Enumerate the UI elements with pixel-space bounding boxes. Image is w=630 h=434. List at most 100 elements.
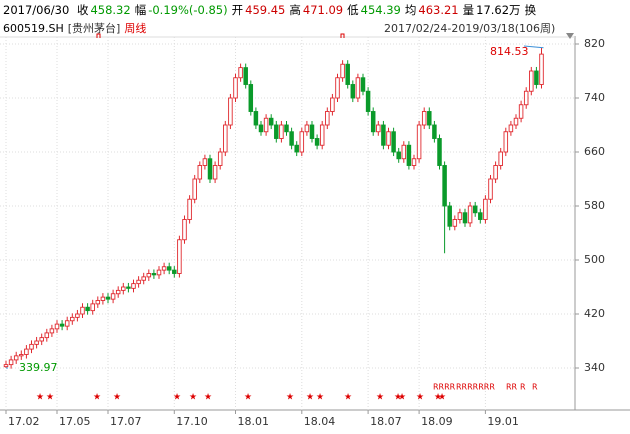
candle-body — [223, 124, 228, 153]
event-star: ★ — [36, 393, 44, 403]
candle-body — [115, 289, 121, 295]
candle-body — [294, 144, 299, 153]
candle-body — [314, 138, 320, 146]
candle-body — [523, 90, 529, 106]
candle-body — [391, 131, 396, 153]
candle-body — [325, 111, 330, 126]
y-tick-label: 500 — [584, 253, 605, 266]
annotation-arrow — [523, 45, 544, 49]
date-range: 2017/02/24-2019/03/18(106周) — [384, 22, 556, 35]
candle-body — [192, 178, 197, 200]
candle-body — [330, 97, 335, 112]
candle-body — [248, 84, 254, 112]
y-tick-label: 820 — [584, 37, 605, 50]
candle-body — [202, 158, 208, 166]
candle-body — [274, 124, 279, 139]
dropdown-icon[interactable] — [566, 33, 574, 39]
candle-body — [197, 165, 203, 180]
candle-body — [100, 296, 106, 301]
candle-body — [411, 158, 417, 166]
candle-body — [493, 165, 498, 180]
candle-body — [370, 111, 376, 133]
event-star: ★ — [173, 393, 181, 403]
candle-body — [146, 273, 152, 278]
quote-label: 高 — [289, 3, 301, 17]
candle-body — [335, 77, 340, 99]
candle-body — [263, 117, 269, 133]
event-star: ★ — [189, 393, 197, 403]
min-label: 339.97 — [19, 361, 58, 374]
candle-body — [478, 212, 483, 220]
r-mark: RRRRRRR — [456, 383, 495, 392]
candle-body — [238, 67, 243, 79]
candle-body — [24, 348, 29, 355]
candle-body — [151, 273, 157, 276]
event-star: ★ — [438, 393, 446, 403]
quote-value: 459.45 — [245, 3, 286, 17]
candle-body — [467, 205, 473, 224]
candle-body — [136, 279, 141, 285]
candle-body — [95, 300, 101, 305]
candle-body — [19, 354, 24, 357]
tick-marker — [96, 33, 101, 38]
event-star: ★ — [204, 393, 212, 403]
candle-body — [279, 124, 284, 139]
y-tick-label: 740 — [584, 91, 605, 104]
event-star: ★ — [344, 393, 352, 403]
event-star: ★ — [398, 393, 406, 403]
candle-body — [80, 306, 85, 315]
candle-body — [212, 165, 218, 180]
x-tick-label: 17.02 — [8, 415, 40, 428]
candle-body — [472, 205, 478, 214]
candle-body — [360, 77, 366, 92]
x-tick-label: 18.01 — [238, 415, 270, 428]
quote-value: 454.39 — [360, 3, 401, 17]
candle-body — [421, 111, 427, 126]
candle-body — [518, 104, 524, 119]
quote-label: 均 — [404, 3, 417, 17]
quote-label: 收 — [76, 3, 89, 17]
x-tick-label: 17.05 — [59, 415, 91, 428]
x-tick-label: 19.01 — [487, 415, 519, 428]
candle-body — [85, 306, 90, 312]
event-star: ★ — [394, 393, 402, 403]
max-label: 814.53 — [490, 45, 529, 58]
candle-body — [156, 269, 162, 276]
candle-body — [105, 296, 111, 300]
candle-body — [503, 131, 509, 153]
quote-value: 463.21 — [418, 3, 459, 17]
candle-body — [59, 323, 65, 327]
candle-body — [258, 124, 264, 133]
candle-body — [386, 131, 391, 146]
quote-value: -0.19%(-0.85) — [148, 3, 228, 17]
candle-body — [243, 67, 248, 85]
candle-body — [44, 332, 50, 339]
candle-body — [452, 219, 458, 227]
tick-marker — [340, 33, 345, 38]
candle-body — [447, 205, 452, 227]
candle-body — [381, 124, 386, 146]
candle-body — [90, 303, 95, 312]
candle-body — [401, 144, 407, 160]
y-tick-label: 420 — [584, 307, 605, 320]
candle-body — [166, 266, 172, 271]
x-tick-label: 18.04 — [304, 415, 336, 428]
y-tick-label: 340 — [584, 361, 605, 374]
candle-body — [427, 111, 432, 126]
candle-body — [29, 343, 34, 350]
candle-body — [355, 77, 361, 99]
candle-body — [396, 151, 401, 160]
candle-body — [207, 158, 213, 180]
candle-body — [126, 286, 131, 289]
candle-body — [442, 165, 447, 207]
r-mark: RR — [506, 383, 518, 392]
candle-body — [39, 337, 44, 342]
event-star: ★ — [46, 393, 54, 403]
candle-body — [289, 131, 294, 146]
candle-body — [539, 53, 544, 85]
candle-body — [217, 151, 223, 166]
candle-body — [141, 276, 146, 281]
candle-body — [498, 151, 503, 166]
